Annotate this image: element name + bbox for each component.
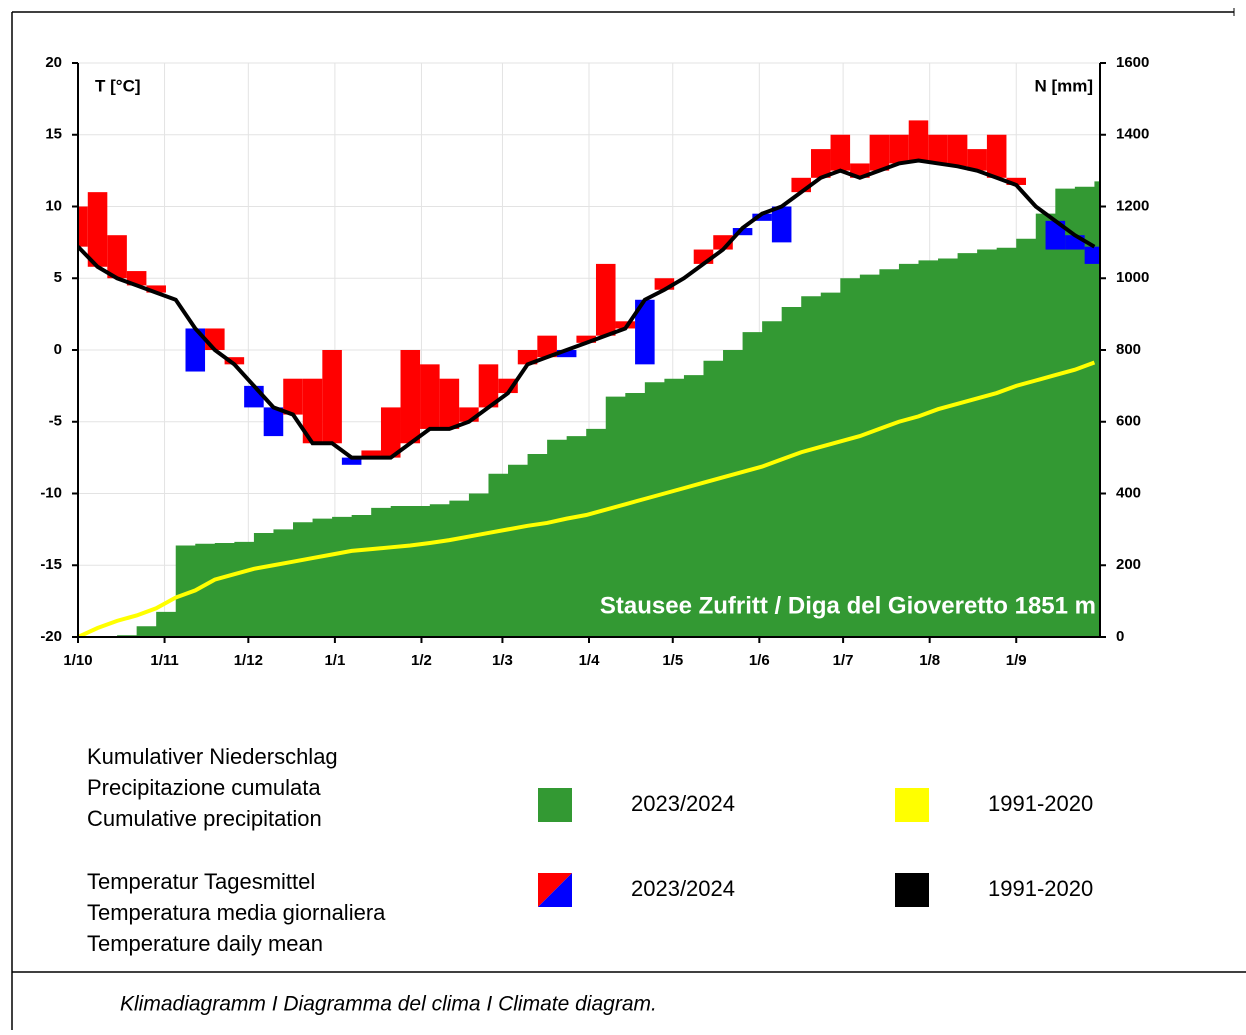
y-tick-label: -5	[49, 413, 62, 430]
legend-swatch	[895, 788, 929, 822]
caption: Klimadiagramm I Diagramma del clima I Cl…	[120, 993, 657, 1016]
x-tick-label: 1/8	[919, 652, 940, 669]
temp-anomaly-bar	[947, 134, 968, 167]
legend-label: 2023/2024	[631, 791, 735, 816]
temp-anomaly-bar	[244, 385, 264, 408]
temp-anomaly-bar	[986, 134, 1007, 178]
temp-anomaly-bar	[478, 364, 499, 408]
temp-anomaly-bar	[107, 235, 127, 279]
y-tick-label: 5	[54, 269, 62, 286]
y-tick-label: 10	[45, 197, 62, 214]
temp-anomaly-bar	[185, 328, 206, 372]
temp-anomaly-bar	[302, 378, 323, 444]
temp-anomaly-bar	[595, 263, 616, 336]
x-tick-label: 1/11	[150, 652, 178, 669]
temp-anomaly-bar	[635, 299, 655, 365]
legend: Kumulativer Niederschlag Precipitazione c…	[87, 744, 1093, 956]
y2-tick-label: 1600	[1116, 54, 1149, 71]
y2-tick-label: 400	[1116, 484, 1141, 501]
temp-anomaly-bar	[654, 278, 675, 290]
legend-swatch	[538, 873, 572, 907]
temp-anomaly-bar	[380, 407, 401, 458]
legend-label: 1991-2020	[988, 876, 1093, 901]
temp-anomaly-bar	[889, 134, 909, 164]
plot: -20-15-10-505101520020040060080010001200…	[40, 54, 1149, 669]
y2-axis-label: N [mm]	[1034, 76, 1093, 95]
legend-group-label: Cumulative precipitation	[87, 806, 322, 831]
x-tick-label: 1/5	[662, 652, 683, 669]
legend-group-label: Precipitazione cumulata	[87, 775, 321, 800]
y-tick-label: -10	[40, 484, 62, 501]
y-tick-label: 15	[45, 126, 62, 143]
y2-tick-label: 800	[1116, 341, 1141, 358]
temp-anomaly-bar	[78, 206, 88, 247]
y2-tick-label: 1200	[1116, 197, 1149, 214]
x-tick-label: 1/3	[492, 652, 513, 669]
y-axis-label: T [°C]	[95, 76, 141, 95]
series-line	[78, 360, 1096, 637]
y-tick-label: 20	[45, 54, 62, 71]
x-tick-label: 1/10	[63, 652, 92, 669]
legend-label: 1991-2020	[988, 791, 1093, 816]
series-layer	[78, 120, 1100, 637]
x-tick-label: 1/1	[324, 652, 345, 669]
temp-anomaly-bar	[341, 457, 362, 465]
temp-anomaly-bar	[869, 134, 890, 171]
y-tick-label: -15	[40, 556, 62, 573]
temp-anomaly-bar	[498, 378, 518, 394]
precip-area	[78, 181, 1100, 637]
legend-swatch	[538, 788, 572, 822]
temp-anomaly-bar	[205, 328, 225, 350]
y-tick-label: -20	[40, 628, 62, 645]
y2-tick-label: 200	[1116, 556, 1141, 573]
temp-anomaly-bar	[420, 364, 440, 429]
temp-anomaly-bar	[752, 213, 772, 221]
temp-anomaly-bar	[283, 378, 303, 415]
y-tick-label: 0	[54, 341, 62, 358]
x-tick-label: 1/7	[833, 652, 854, 669]
x-tick-label: 1/12	[234, 652, 263, 669]
series-line	[78, 158, 1096, 460]
temp-anomaly-bar	[771, 206, 792, 243]
temp-anomaly-bar	[732, 228, 753, 236]
temp-anomaly-bar	[146, 285, 166, 293]
legend-label: 2023/2024	[631, 876, 735, 901]
legend-group-label: Temperatura media giornaliera	[87, 900, 386, 925]
temp-anomaly-bar	[1084, 246, 1100, 264]
temp-anomaly-bar	[1006, 177, 1027, 185]
temp-anomaly-bar	[87, 192, 108, 267]
y2-tick-label: 1400	[1116, 126, 1149, 143]
temp-anomaly-bar	[615, 321, 636, 329]
legend-swatch	[895, 873, 929, 907]
temp-anomaly-bar	[576, 335, 596, 343]
x-tick-label: 1/6	[749, 652, 770, 669]
legend-group-label: Kumulativer Niederschlag	[87, 744, 338, 769]
temp-anomaly-bar	[556, 350, 577, 358]
x-tick-label: 1/9	[1006, 652, 1027, 669]
temp-anomaly-bar	[1045, 220, 1066, 250]
temp-anomaly-bar	[810, 149, 831, 178]
temp-anomaly-bar	[967, 149, 987, 171]
station-annotation: Stausee Zufritt / Diga del Gioveretto 18…	[600, 592, 1096, 619]
temp-anomaly-bar	[830, 134, 851, 171]
x-tick-label: 1/4	[579, 652, 601, 669]
temp-anomaly-bar	[908, 120, 929, 161]
temp-anomaly-bar	[224, 357, 245, 365]
legend-group-label: Temperatur Tagesmittel	[87, 869, 315, 894]
temp-anomaly-bar	[439, 378, 460, 429]
y2-tick-label: 1000	[1116, 269, 1149, 286]
temp-anomaly-bar	[537, 335, 557, 358]
y2-tick-label: 0	[1116, 628, 1124, 645]
temp-anomaly-bar	[322, 350, 342, 444]
temp-anomaly-bar	[263, 407, 284, 437]
temp-anomaly-bar	[361, 450, 381, 458]
legend-group-label: Temperature daily mean	[87, 931, 323, 956]
y2-tick-label: 600	[1116, 413, 1141, 430]
temp-anomaly-bar	[928, 134, 948, 164]
x-tick-label: 1/2	[411, 652, 432, 669]
temp-anomaly-bar	[400, 350, 421, 444]
